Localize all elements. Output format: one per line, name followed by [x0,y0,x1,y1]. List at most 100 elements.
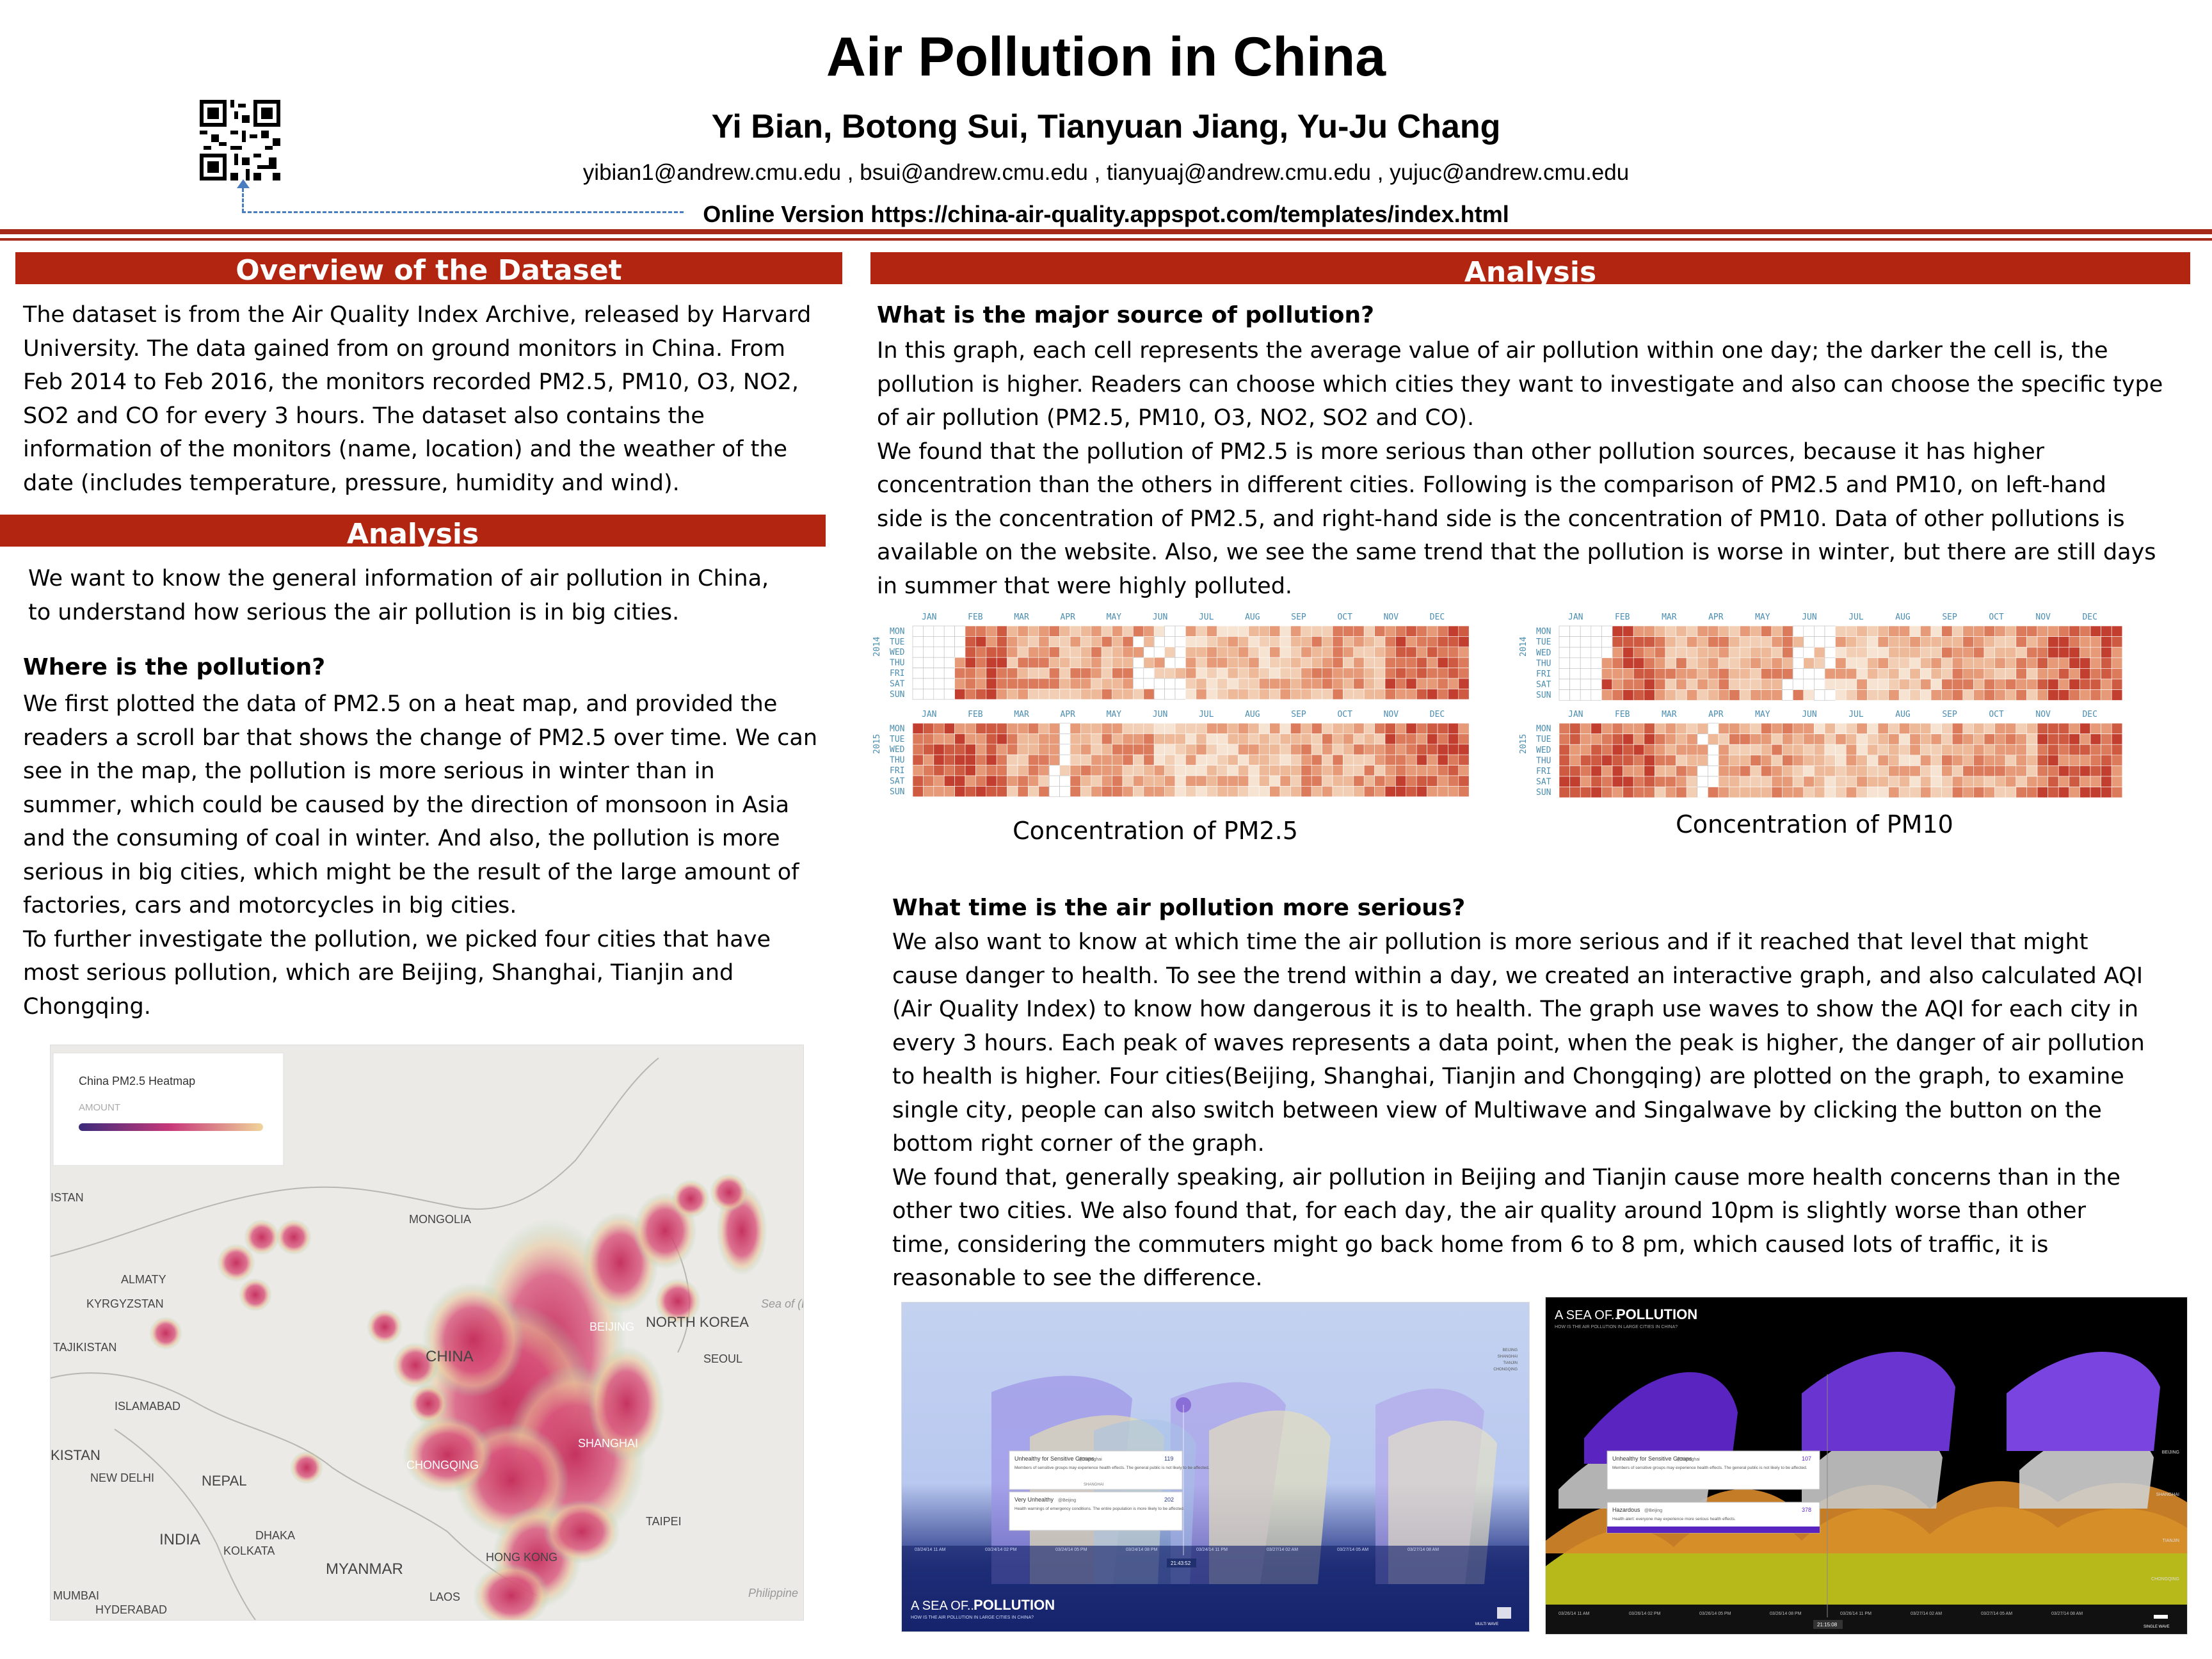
calendar-day-cell[interactable] [1761,755,1772,766]
calendar-day-cell[interactable] [1384,636,1396,648]
calendar-day-cell[interactable] [1718,636,1729,648]
calendar-day-cell[interactable] [1437,765,1448,776]
calendar-day-cell[interactable] [943,636,955,648]
calendar-day-cell[interactable] [1395,646,1407,658]
calendar-day-cell[interactable] [943,723,955,734]
calendar-day-cell[interactable] [1028,678,1039,689]
calendar-day-cell[interactable] [1343,657,1354,668]
calendar-day-cell[interactable] [1655,776,1666,787]
calendar-day-cell[interactable] [1930,625,1942,637]
calendar-day-cell[interactable] [1217,786,1228,797]
calendar-day-cell[interactable] [1994,765,2006,777]
calendar-day-cell[interactable] [1427,744,1438,755]
calendar-day-cell[interactable] [1028,657,1039,668]
calendar-day-cell[interactable] [1665,625,1676,637]
calendar-day-cell[interactable] [1623,776,1634,787]
calendar-day-cell[interactable] [954,744,966,755]
calendar-day-cell[interactable] [1091,786,1102,797]
calendar-day-cell[interactable] [1973,787,1985,797]
calendar-day-cell[interactable] [2016,787,2027,797]
calendar-day-cell[interactable] [2005,787,2017,797]
calendar-day-cell[interactable] [1028,744,1039,755]
calendar-day-cell[interactable] [1196,765,1207,776]
calendar-day-cell[interactable] [1941,657,1953,669]
calendar-day-cell[interactable] [1279,668,1291,679]
calendar-day-cell[interactable] [1591,636,1602,648]
calendar-day-cell[interactable] [1559,668,1570,680]
calendar-day-cell[interactable] [1898,765,1911,777]
calendar-day-cell[interactable] [1301,733,1312,745]
calendar-day-cell[interactable] [1655,678,1666,690]
calendar-day-cell[interactable] [1697,744,1708,756]
calendar-day-cell[interactable] [1458,636,1470,648]
calendar-day-cell[interactable] [1038,678,1050,689]
calendar-day-cell[interactable] [2005,755,2017,766]
calendar-day-cell[interactable] [1080,765,1092,776]
calendar-day-cell[interactable] [1448,657,1459,668]
calendar-day-cell[interactable] [1665,689,1676,701]
calendar-day-cell[interactable] [1301,723,1312,734]
calendar-day-cell[interactable] [975,678,987,689]
calendar-day-cell[interactable] [1174,657,1186,668]
calendar-day-cell[interactable] [1877,636,1889,648]
calendar-day-cell[interactable] [1888,787,1900,797]
calendar-day-cell[interactable] [1427,689,1438,700]
calendar-day-cell[interactable] [1143,723,1155,734]
calendar-day-cell[interactable] [1448,668,1459,679]
calendar-day-cell[interactable] [1248,754,1260,765]
calendar-day-cell[interactable] [1238,786,1249,797]
calendar-day-cell[interactable] [1206,723,1217,734]
calendar-day-cell[interactable] [2048,765,2059,777]
calendar-day-cell[interactable] [1580,625,1592,637]
calendar-day-cell[interactable] [1258,636,1270,648]
calendar-day-cell[interactable] [1750,657,1761,669]
calendar-day-cell[interactable] [1017,657,1029,668]
calendar-day-cell[interactable] [1676,689,1687,701]
calendar-day-cell[interactable] [1038,786,1050,797]
calendar-day-cell[interactable] [1196,786,1207,797]
calendar-day-cell[interactable] [1973,668,1985,680]
calendar-day-cell[interactable] [1676,776,1687,787]
calendar-day-cell[interactable] [2048,733,2059,745]
calendar-day-cell[interactable] [923,786,934,797]
calendar-day-cell[interactable] [2026,787,2038,797]
calendar-day-cell[interactable] [1248,678,1260,689]
calendar-day-cell[interactable] [1845,625,1857,637]
calendar-day-cell[interactable] [1427,657,1438,668]
calendar-day-cell[interactable] [1930,678,1942,690]
calendar-day-cell[interactable] [1007,786,1018,797]
calendar-day-cell[interactable] [1962,787,1974,797]
calendar-day-cell[interactable] [1416,775,1427,787]
calendar-day-cell[interactable] [1301,689,1312,700]
calendar-day-cell[interactable] [1133,636,1144,648]
calendar-day-cell[interactable] [1877,776,1889,787]
calendar-day-cell[interactable] [923,668,934,679]
calendar-day-cell[interactable] [1279,775,1291,787]
calendar-day-cell[interactable] [1601,646,1613,659]
calendar-day-cell[interactable] [1708,636,1719,648]
calendar-day-cell[interactable] [1867,636,1879,648]
calendar-day-cell[interactable] [1448,723,1459,734]
calendar-day-cell[interactable] [1708,787,1719,797]
calendar-day-cell[interactable] [1601,787,1613,797]
calendar-day-cell[interactable] [2026,744,2038,756]
multiwave-button[interactable]: MULTI WAVE [1475,1623,1498,1626]
calendar-day-cell[interactable] [1153,646,1165,658]
calendar-day-cell[interactable] [1750,744,1761,756]
calendar-day-cell[interactable] [1761,657,1772,669]
calendar-day-cell[interactable] [1059,657,1071,668]
calendar-day-cell[interactable] [1406,668,1417,679]
calendar-day-cell[interactable] [1845,657,1857,669]
calendar-day-cell[interactable] [1048,733,1060,745]
calendar-day-cell[interactable] [2048,646,2059,659]
calendar-day-cell[interactable] [965,657,976,668]
calendar-day-cell[interactable] [1448,625,1459,637]
calendar-day-cell[interactable] [1803,668,1815,680]
calendar-day-cell[interactable] [1143,646,1155,658]
calendar-day-cell[interactable] [1930,787,1942,797]
calendar-day-cell[interactable] [1080,754,1092,765]
calendar-day-cell[interactable] [1962,765,1974,777]
calendar-day-cell[interactable] [1676,733,1687,745]
calendar-day-cell[interactable] [1909,668,1921,680]
calendar-day-cell[interactable] [1227,636,1238,648]
